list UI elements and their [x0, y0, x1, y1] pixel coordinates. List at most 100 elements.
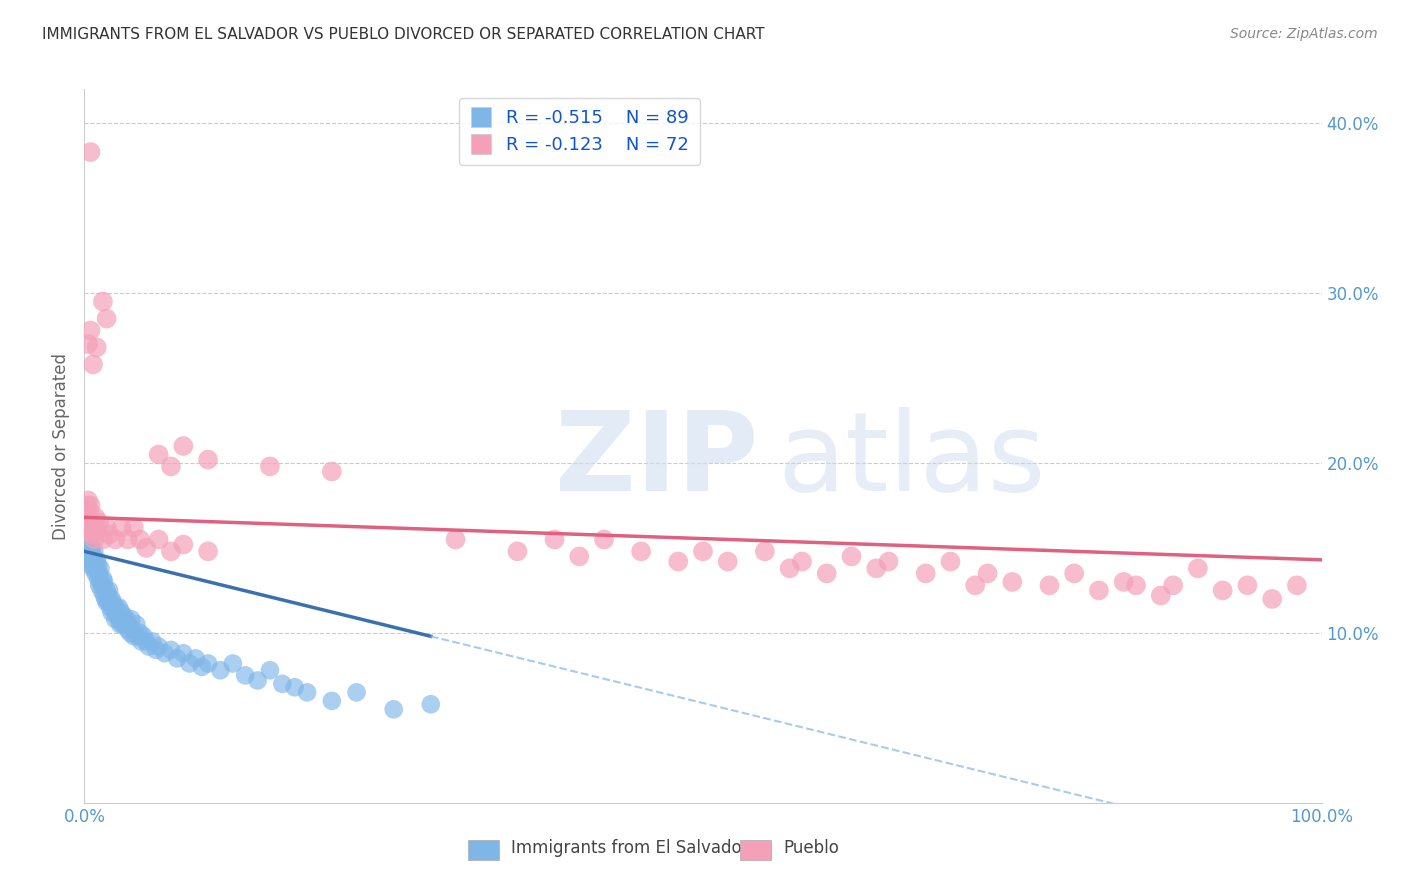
Point [115, 612, 138, 626]
Point [717, 555, 740, 569]
Point [382, 702, 405, 716]
Point [284, 680, 307, 694]
Point [96, 583, 118, 598]
Point [754, 544, 776, 558]
Point [104, 606, 127, 620]
Legend: R = -0.515    N = 89, R = -0.123    N = 72: R = -0.515 N = 89, R = -0.123 N = 72 [458, 98, 700, 165]
Y-axis label: Divorced or Separated: Divorced or Separated [52, 352, 70, 540]
Bar [740, 840, 770, 860]
Point [111, 617, 134, 632]
Point [108, 600, 131, 615]
Point [172, 646, 194, 660]
Point [321, 694, 343, 708]
Point [114, 617, 136, 632]
Point [122, 629, 145, 643]
Point [89, 574, 111, 589]
Point [132, 629, 155, 643]
Point [79, 544, 101, 558]
Text: Immigrants from El Salvador: Immigrants from El Salvador [512, 839, 749, 857]
Point [135, 541, 157, 555]
Point [110, 520, 132, 534]
Point [1261, 591, 1284, 606]
Text: Source: ZipAtlas.com: Source: ZipAtlas.com [1230, 27, 1378, 41]
Point [815, 566, 838, 581]
Point [877, 555, 900, 569]
Point [87, 558, 110, 572]
Point [80, 541, 103, 555]
Point [112, 608, 135, 623]
Point [120, 612, 142, 626]
Point [93, 574, 115, 589]
Point [543, 533, 565, 547]
Point [93, 589, 115, 603]
Point [83, 555, 105, 569]
Point [79, 533, 101, 547]
Point [76, 520, 98, 534]
Point [568, 549, 591, 564]
Point [129, 634, 152, 648]
Point [138, 640, 160, 654]
Point [630, 544, 652, 558]
Point [129, 626, 152, 640]
Point [97, 589, 120, 603]
Point [939, 555, 962, 569]
Point [259, 663, 281, 677]
Point [965, 578, 987, 592]
Point [79, 503, 101, 517]
Point [865, 561, 887, 575]
Point [84, 510, 107, 524]
Point [110, 606, 132, 620]
Point [122, 520, 145, 534]
Point [259, 459, 281, 474]
Point [82, 561, 104, 575]
Point [1150, 589, 1173, 603]
Point [593, 533, 616, 547]
Point [172, 439, 194, 453]
Point [76, 533, 98, 547]
Text: Pueblo: Pueblo [783, 839, 839, 857]
Point [80, 549, 103, 564]
Point [148, 448, 170, 462]
Point [1125, 578, 1147, 592]
Point [841, 549, 863, 564]
Point [77, 516, 100, 530]
Point [98, 583, 121, 598]
Point [271, 677, 294, 691]
Point [76, 499, 98, 513]
Point [96, 595, 118, 609]
Point [89, 516, 111, 530]
Point [86, 341, 108, 355]
Point [83, 544, 105, 558]
Point [87, 572, 110, 586]
Point [118, 617, 141, 632]
Point [105, 600, 128, 615]
Point [117, 623, 139, 637]
Point [666, 555, 689, 569]
Point [103, 600, 125, 615]
Point [79, 555, 101, 569]
Point [1236, 578, 1258, 592]
Point [1038, 578, 1060, 592]
Point [83, 533, 105, 547]
Point [75, 541, 97, 555]
Point [1161, 578, 1184, 592]
Point [91, 533, 114, 547]
Point [98, 595, 121, 609]
Point [96, 520, 118, 534]
Point [790, 555, 813, 569]
Point [148, 533, 170, 547]
Point [160, 544, 183, 558]
Point [197, 657, 219, 671]
Text: IMMIGRANTS FROM EL SALVADOR VS PUEBLO DIVORCED OR SEPARATED CORRELATION CHART: IMMIGRANTS FROM EL SALVADOR VS PUEBLO DI… [42, 27, 765, 42]
Point [77, 337, 100, 351]
Point [179, 657, 201, 671]
Point [321, 465, 343, 479]
Point [222, 657, 245, 671]
Point [91, 572, 114, 586]
Point [160, 643, 183, 657]
Point [1212, 583, 1234, 598]
Point [86, 524, 108, 538]
Point [125, 617, 148, 632]
Point [110, 617, 132, 632]
Point [82, 516, 104, 530]
